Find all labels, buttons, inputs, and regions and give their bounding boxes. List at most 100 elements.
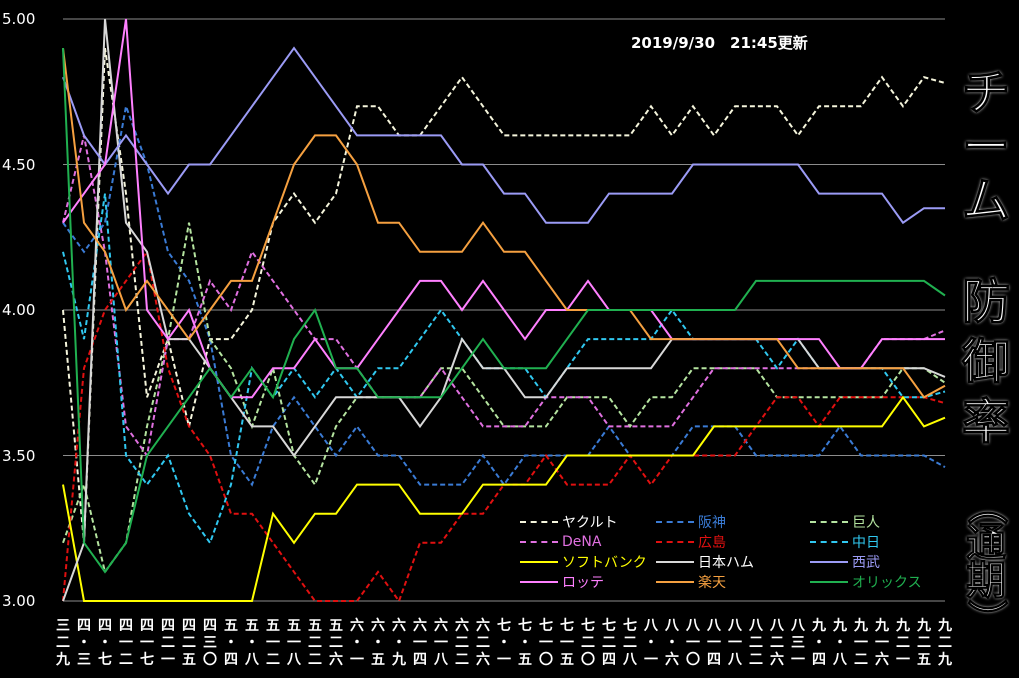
legend-item: ソフトバンク bbox=[520, 552, 647, 572]
legend-label: 中日 bbox=[852, 535, 880, 551]
legend-label: ソフトバンク bbox=[562, 555, 647, 571]
y-tick-label: 4.50 bbox=[2, 155, 36, 174]
legend: ヤクルト 阪神 巨人 DeNA 広島 中日ソフトバンク 日本ハム 西武ロッテ 楽天 オリックス bbox=[520, 512, 940, 594]
x-tick-label: 六・一 bbox=[350, 618, 364, 668]
x-tick-label: 五二六 bbox=[329, 618, 343, 668]
title-char: ム bbox=[961, 173, 1010, 229]
x-tick-label: 六・九 bbox=[392, 618, 406, 668]
x-tick-label: 九二一 bbox=[896, 618, 910, 668]
title-line-3: （ 通 期 ） bbox=[958, 485, 1014, 640]
title-line-1: チ ー ム bbox=[958, 65, 1014, 229]
series-line bbox=[62, 46, 945, 225]
y-tick-label: 4.00 bbox=[2, 301, 36, 319]
x-tick-label: 七・一 bbox=[497, 618, 511, 668]
legend-swatch bbox=[656, 521, 694, 523]
x-tick-label: 九二九 bbox=[938, 618, 952, 668]
x-tick-label: 八二六 bbox=[770, 618, 784, 668]
legend-label: ヤクルト bbox=[562, 515, 618, 531]
legend-label: 楽天 bbox=[698, 575, 726, 591]
x-tick-label: 八・六 bbox=[665, 618, 679, 668]
legend-item: ヤクルト bbox=[520, 512, 618, 532]
series-line bbox=[62, 18, 945, 399]
x-tick-label: 六一四 bbox=[413, 618, 427, 668]
x-tick-label: 六二六 bbox=[476, 618, 490, 668]
legend-item: DeNA bbox=[520, 532, 601, 552]
x-tick-label: 八・一 bbox=[644, 618, 658, 668]
legend-item: 中日 bbox=[810, 532, 880, 552]
x-tick-label: 七一五 bbox=[560, 618, 574, 668]
legend-swatch bbox=[520, 581, 558, 583]
x-tick-label: 四二一 bbox=[161, 618, 175, 668]
legend-item: 楽天 bbox=[656, 572, 726, 592]
x-tick-label: 六二二 bbox=[455, 618, 469, 668]
x-tick-label: 八二二 bbox=[749, 618, 763, 668]
title-char: チ bbox=[961, 65, 1010, 121]
updated-timestamp: 2019/9/30 21:45更新 bbox=[631, 34, 808, 52]
legend-item: 西武 bbox=[810, 552, 880, 572]
legend-label: 阪神 bbox=[698, 515, 726, 531]
title-char: 期 bbox=[966, 558, 1007, 604]
legend-swatch bbox=[656, 561, 694, 563]
series-line bbox=[62, 48, 946, 574]
y-tick-label: 3.50 bbox=[2, 446, 36, 465]
legend-swatch bbox=[520, 541, 558, 543]
x-tick-label: 九・四 bbox=[812, 618, 826, 668]
x-tick-label: 七二四 bbox=[602, 618, 616, 668]
x-tick-label: 六一八 bbox=[434, 618, 448, 668]
x-tick-label: 八一〇 bbox=[686, 618, 700, 668]
series-line bbox=[62, 102, 946, 487]
series-line bbox=[62, 395, 946, 602]
legend-item: 巨人 bbox=[810, 512, 880, 532]
series-line bbox=[62, 222, 946, 575]
y-tick-label: 5.00 bbox=[2, 10, 36, 28]
x-tick-label: 九一六 bbox=[875, 618, 889, 668]
legend-item: ロッテ bbox=[520, 572, 604, 592]
legend-label: オリックス bbox=[852, 575, 922, 591]
legend-swatch bbox=[656, 581, 694, 583]
legend-swatch bbox=[520, 521, 558, 523]
title-char: 通 bbox=[966, 520, 1007, 566]
legend-swatch bbox=[656, 541, 694, 543]
x-tick-label: 五・八 bbox=[245, 618, 259, 668]
x-tick-label: 七二〇 bbox=[581, 618, 595, 668]
legend-label: 巨人 bbox=[852, 515, 880, 531]
legend-swatch bbox=[810, 561, 848, 563]
x-tick-label: 五一二 bbox=[266, 618, 280, 668]
x-tick-label: 八三一 bbox=[791, 618, 805, 668]
legend-label: 広島 bbox=[698, 535, 726, 551]
x-tick-label: 七一〇 bbox=[539, 618, 553, 668]
x-tick-label: 五一八 bbox=[287, 618, 301, 668]
x-tick-label: 四三〇 bbox=[203, 618, 217, 668]
title-char: ） bbox=[963, 599, 1010, 640]
x-tick-label: 七二八 bbox=[623, 618, 637, 668]
x-tick-label: 三二九 bbox=[56, 618, 70, 668]
x-tick-label: 五二二 bbox=[308, 618, 322, 668]
x-tick-label: 四一七 bbox=[140, 618, 154, 668]
legend-label: ロッテ bbox=[562, 575, 604, 591]
series-lines bbox=[62, 18, 946, 604]
title-char: 率 bbox=[961, 394, 1010, 451]
legend-label: 日本ハム bbox=[698, 555, 754, 571]
x-tick-label: 九一二 bbox=[854, 618, 868, 668]
x-tick-label: 四一二 bbox=[119, 618, 133, 668]
title-char: 御 bbox=[961, 334, 1010, 391]
legend-item: 広島 bbox=[656, 532, 726, 552]
legend-item: オリックス bbox=[810, 572, 922, 592]
legend-label: 西武 bbox=[852, 555, 880, 571]
title-char: ー bbox=[961, 119, 1010, 175]
x-tick-label: 九二五 bbox=[917, 618, 931, 668]
legend-swatch bbox=[810, 521, 848, 523]
legend-swatch bbox=[520, 561, 558, 563]
legend-swatch bbox=[810, 541, 848, 543]
legend-swatch bbox=[810, 581, 848, 583]
title-char: （ bbox=[963, 485, 1010, 526]
x-tick-label: 八一四 bbox=[707, 618, 721, 668]
x-tick-label: 六・五 bbox=[371, 618, 385, 668]
x-tick-label: 四二五 bbox=[182, 618, 196, 668]
x-tick-label: 四・七 bbox=[98, 618, 112, 668]
x-tick-label: 八一八 bbox=[728, 618, 742, 668]
legend-label: DeNA bbox=[562, 534, 602, 550]
x-tick-label: 七・五 bbox=[518, 618, 532, 668]
x-tick-label: 四・三 bbox=[77, 618, 91, 668]
